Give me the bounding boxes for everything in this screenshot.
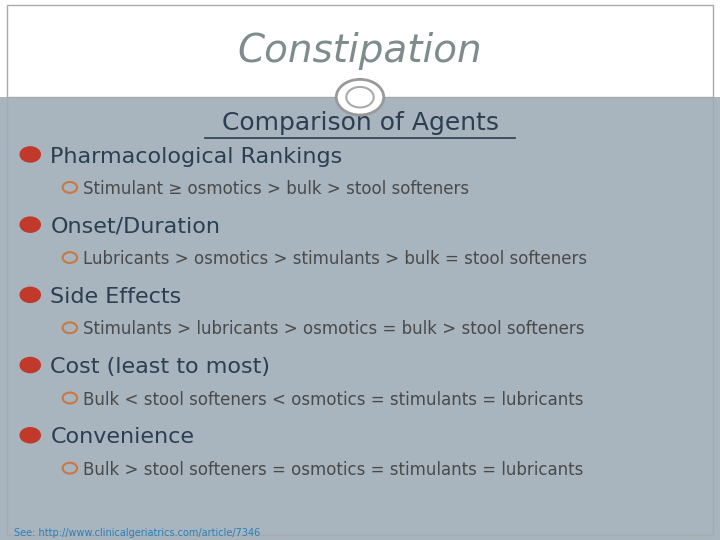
Text: Side Effects: Side Effects (50, 287, 181, 307)
Text: Pharmacological Rankings: Pharmacological Rankings (50, 146, 343, 167)
Text: Stimulant ≥ osmotics > bulk > stool softeners: Stimulant ≥ osmotics > bulk > stool soft… (83, 180, 469, 198)
Text: Bulk < stool softeners < osmotics = stimulants = lubricants: Bulk < stool softeners < osmotics = stim… (83, 390, 583, 409)
Text: Comparison of Agents: Comparison of Agents (222, 111, 498, 135)
Text: Convenience: Convenience (50, 427, 194, 448)
Circle shape (346, 87, 374, 107)
Text: Stimulants > lubricants > osmotics = bulk > stool softeners: Stimulants > lubricants > osmotics = bul… (83, 320, 585, 339)
Text: Constipation: Constipation (238, 32, 482, 70)
Text: Onset/Duration: Onset/Duration (50, 217, 220, 237)
Circle shape (20, 147, 40, 162)
Text: Bulk > stool softeners = osmotics = stimulants = lubricants: Bulk > stool softeners = osmotics = stim… (83, 461, 583, 479)
Circle shape (20, 428, 40, 443)
Text: Cost (least to most): Cost (least to most) (50, 357, 271, 377)
Text: Lubricants > osmotics > stimulants > bulk = stool softeners: Lubricants > osmotics > stimulants > bul… (83, 250, 587, 268)
Circle shape (20, 217, 40, 232)
FancyBboxPatch shape (0, 97, 720, 540)
Circle shape (20, 287, 40, 302)
Circle shape (336, 79, 384, 115)
Text: See: http://www.clinicalgeriatrics.com/article/7346: See: http://www.clinicalgeriatrics.com/a… (14, 528, 261, 538)
Circle shape (20, 357, 40, 373)
FancyBboxPatch shape (0, 0, 720, 97)
